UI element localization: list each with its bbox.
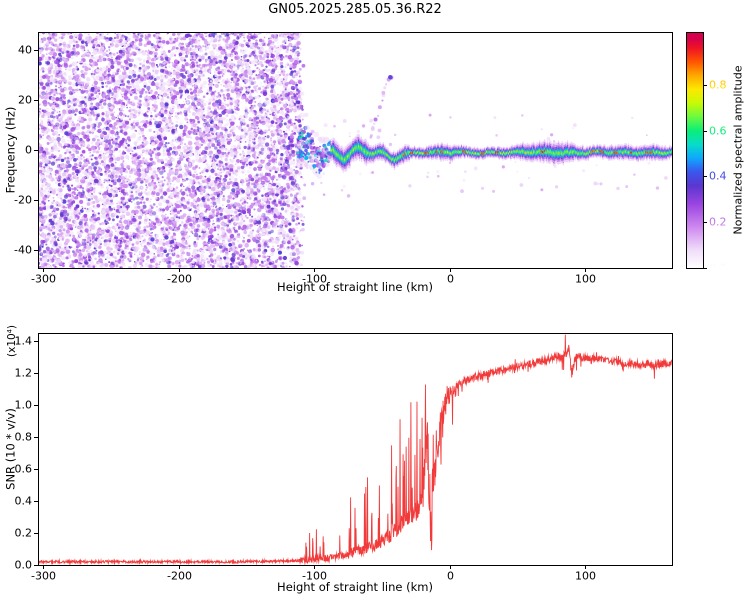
- bottom-x-axis-label: Height of straight line (km): [277, 580, 433, 594]
- chart-title: GN05.2025.285.05.36.R22: [268, 2, 442, 17]
- spectrogram-panel-canvas: [0, 0, 750, 300]
- snr-panel-canvas: [0, 300, 750, 600]
- bottom-y-scale-label: (x10⁴): [5, 325, 18, 357]
- top-y-axis-label: Frequency (Hz): [3, 106, 18, 194]
- bottom-y-axis-label: SNR (10 * v/v): [3, 408, 18, 490]
- colorbar-label: Normalized spectral amplitude: [731, 65, 745, 235]
- top-x-axis-label: Height of straight line (km): [277, 280, 433, 294]
